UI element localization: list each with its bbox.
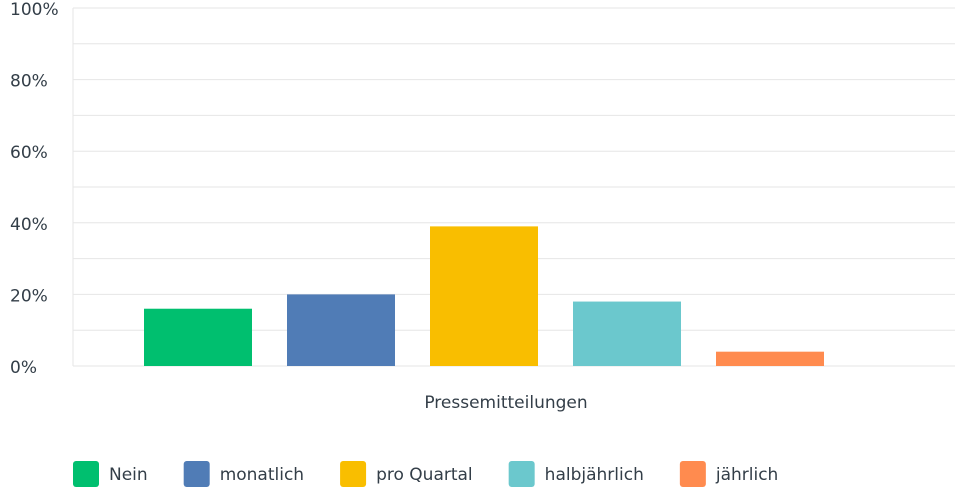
- y-tick-label: 80%: [10, 72, 48, 92]
- x-tick-label: Pressemitteilungen: [424, 393, 587, 413]
- y-tick-label: 100%: [10, 0, 59, 20]
- bar: [573, 301, 681, 366]
- y-tick-label: 20%: [10, 286, 48, 306]
- y-tick-label: 60%: [10, 143, 48, 163]
- bar: [716, 351, 824, 366]
- bar: [287, 294, 395, 366]
- y-tick-label: 0%: [10, 358, 37, 378]
- legend-label: halbjährlich: [545, 465, 644, 485]
- legend-swatch: [340, 461, 367, 487]
- legend-swatch: [73, 461, 99, 487]
- bar: [144, 308, 252, 366]
- legend-label: pro Quartal: [376, 465, 473, 485]
- legend-swatch: [183, 461, 210, 487]
- legend-label: jährlich: [715, 465, 778, 485]
- legend-label: monatlich: [220, 465, 304, 485]
- bar: [430, 226, 538, 366]
- legend-swatch: [679, 461, 706, 487]
- legend-swatch: [508, 461, 535, 487]
- legend-label: Nein: [109, 465, 148, 485]
- y-tick-label: 40%: [10, 215, 48, 235]
